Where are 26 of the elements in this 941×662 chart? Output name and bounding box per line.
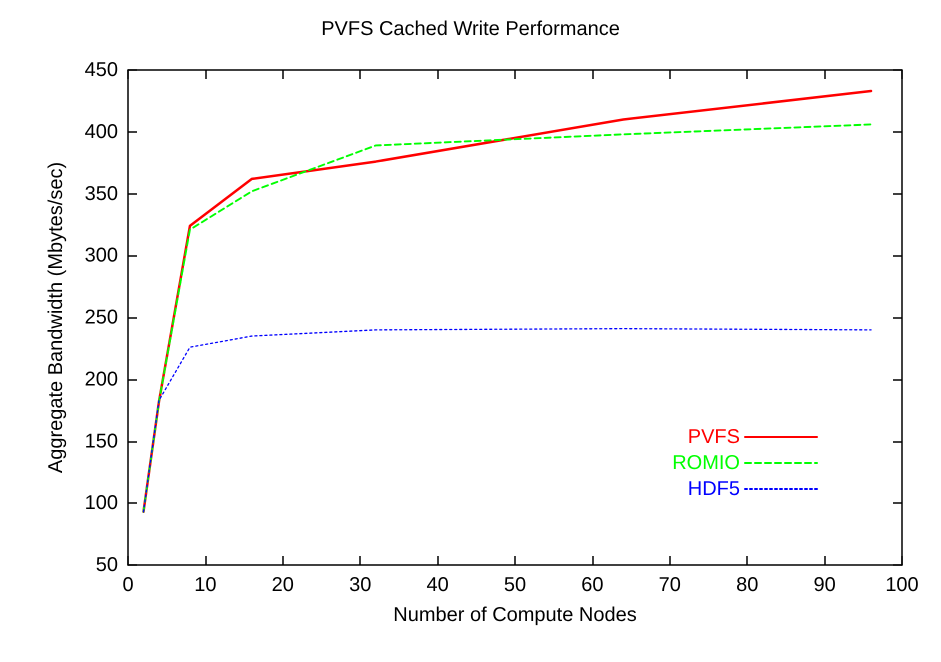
chart-title: PVFS Cached Write Performance: [321, 18, 620, 40]
y-tick-label: 100: [84, 492, 118, 514]
x-tick-label: 0: [122, 574, 134, 596]
x-tick-label: 20: [272, 574, 294, 596]
x-tick-label: 90: [813, 574, 836, 596]
legend-label: PVFS: [688, 426, 740, 448]
x-tick-label: 40: [426, 574, 449, 596]
x-tick-label: 80: [736, 574, 758, 596]
legend-label: ROMIO: [672, 452, 740, 474]
x-axis-title: Number of Compute Nodes: [393, 604, 637, 626]
x-tick-label: 60: [581, 574, 604, 596]
y-axis-title: Aggregate Bandwidth (Mbytes/sec): [45, 162, 67, 474]
x-tick-label: 10: [194, 574, 217, 596]
legend-label: HDF5: [688, 478, 740, 500]
x-tick-label: 50: [504, 574, 526, 596]
y-tick-label: 300: [84, 244, 118, 267]
x-tick-label: 30: [349, 574, 372, 596]
y-tick-label: 50: [96, 554, 118, 576]
y-tick-label: 150: [84, 430, 118, 452]
y-tick-label: 450: [84, 59, 118, 81]
y-tick-label: 200: [84, 368, 118, 390]
x-tick-label: 100: [885, 574, 919, 596]
y-tick-label: 400: [84, 120, 118, 143]
y-tick-label: 350: [84, 182, 118, 205]
x-tick-label: 70: [658, 574, 681, 596]
y-tick-label: 250: [84, 306, 118, 328]
